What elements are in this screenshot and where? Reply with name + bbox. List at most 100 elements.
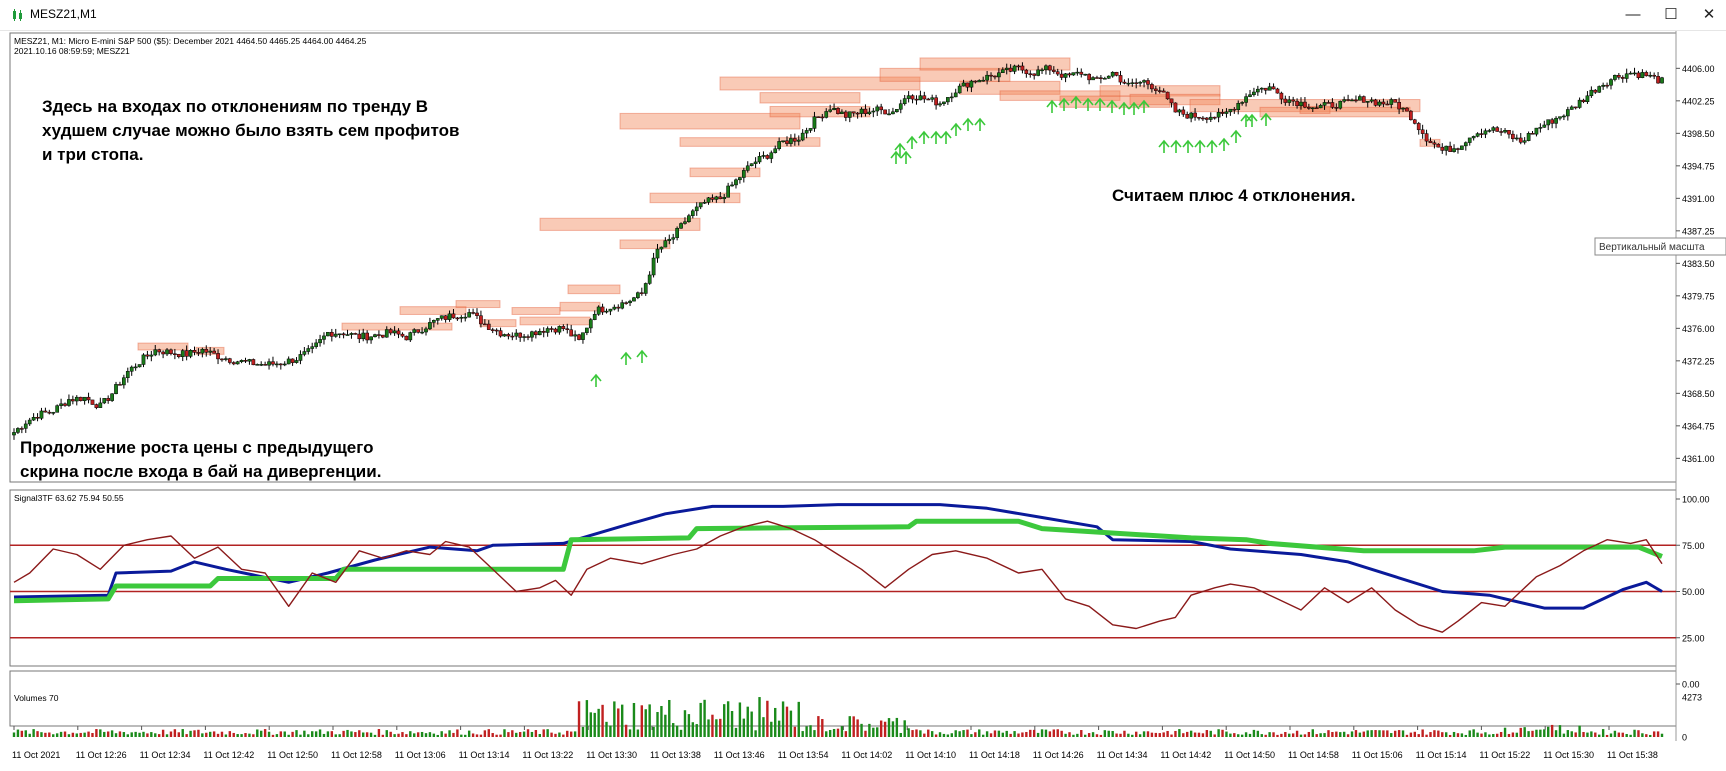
buy-arrow — [974, 117, 986, 131]
candle-body — [286, 358, 291, 365]
candle-body — [1020, 65, 1025, 71]
volume-bar — [1649, 734, 1652, 737]
volume-bar — [1511, 732, 1515, 737]
candle-body — [357, 333, 362, 340]
candle-body — [789, 138, 793, 144]
volume-bar — [1660, 733, 1664, 737]
volume-bar — [522, 731, 526, 737]
volume-bar — [1335, 731, 1338, 737]
candle-body — [1491, 127, 1496, 131]
volume-bar — [1237, 734, 1240, 737]
candle-body — [196, 352, 201, 354]
signal-zone — [879, 67, 1011, 82]
volume-bar — [860, 723, 863, 737]
candle-body — [1393, 99, 1398, 103]
candle-body — [985, 74, 989, 81]
candle-body — [16, 428, 20, 433]
volume-bar — [1135, 731, 1138, 737]
candle-body — [1373, 99, 1378, 106]
time-tick-label: 11 Oct 12:42 — [203, 750, 254, 760]
volume-bar — [872, 727, 875, 737]
volume-bar — [687, 714, 691, 737]
chart-area[interactable]: 4406.00 4402.25 4398.50 4394.75 4391.00 4387.… — [0, 31, 1726, 766]
price-tick-label: 4383.50 — [1682, 259, 1715, 269]
volume-bar — [1178, 729, 1181, 737]
volume-bar — [774, 707, 777, 737]
volume-bar — [208, 731, 212, 737]
candle-body — [1016, 65, 1021, 68]
time-tick-label: 11 Oct 15:30 — [1543, 750, 1594, 760]
maximize-button[interactable]: ☐ — [1664, 6, 1678, 23]
candle-body — [1542, 124, 1547, 128]
candle-body — [412, 329, 417, 333]
volume-bar — [1578, 725, 1581, 737]
volume-bar — [825, 731, 828, 737]
signal-zone — [519, 316, 591, 326]
volume-bar — [601, 704, 604, 737]
volume-bar — [1507, 733, 1511, 737]
candle-body — [157, 349, 162, 353]
volume-bar — [1131, 734, 1134, 737]
candle-body — [1534, 127, 1539, 135]
volume-bar — [1276, 734, 1279, 737]
candle-body — [1338, 100, 1343, 109]
volume-bar — [12, 732, 16, 737]
candle-body — [490, 329, 495, 331]
candle-body — [1004, 67, 1009, 70]
candle-body — [1177, 109, 1182, 113]
volume-bar — [83, 732, 86, 737]
candle-body — [1342, 99, 1347, 102]
close-button[interactable]: ✕ — [1702, 6, 1716, 23]
volume-bar — [1558, 725, 1562, 737]
volume-bar — [1213, 734, 1216, 737]
volume-bar — [1339, 732, 1342, 737]
volume-bar — [899, 732, 902, 737]
candle-body — [1613, 74, 1617, 80]
chart-svg[interactable]: 4406.00 4402.25 4398.50 4394.75 4391.00 4387.… — [0, 31, 1726, 766]
candle-body — [1444, 145, 1449, 151]
candle-body — [918, 95, 923, 101]
candle-body — [1409, 110, 1413, 121]
candle-body — [965, 82, 970, 88]
candle-body — [1303, 101, 1307, 108]
volume-bar — [1170, 734, 1173, 737]
volume-bar — [1346, 734, 1350, 737]
candle-body — [1201, 117, 1205, 120]
volume-bar — [1264, 734, 1267, 737]
time-tick-label: 11 Oct 12:26 — [76, 750, 127, 760]
volume-bar — [942, 733, 946, 737]
candle-body — [816, 116, 821, 118]
candle-body — [447, 313, 452, 320]
volume-bar — [440, 731, 443, 737]
volume-bar — [699, 702, 702, 737]
volume-bar — [919, 730, 922, 737]
candle-body — [1640, 72, 1645, 78]
candle-body — [1130, 82, 1135, 84]
price-tick-label: 4376.00 — [1682, 324, 1715, 334]
signal-zone — [341, 322, 453, 331]
volume-bar — [883, 721, 887, 737]
volume-bar — [224, 734, 228, 737]
volume-bar — [1252, 729, 1256, 737]
candle-body — [765, 155, 770, 159]
price-tick-label: 4368.50 — [1682, 389, 1715, 399]
candle-body — [310, 346, 315, 349]
time-tick-label: 11 Oct 14:26 — [1033, 750, 1084, 760]
volume-bar — [405, 734, 408, 737]
volume-bar — [369, 732, 373, 737]
candle-body — [1244, 96, 1248, 103]
candle-body — [1573, 106, 1578, 109]
candle-body — [891, 111, 895, 115]
buy-arrow — [962, 117, 974, 131]
volume-bar — [546, 729, 549, 737]
minimize-button[interactable]: — — [1625, 6, 1641, 23]
candle-body — [1150, 84, 1154, 90]
candle-body — [1110, 71, 1115, 77]
candle-body — [1381, 101, 1386, 105]
volume-bar — [1319, 733, 1322, 737]
volume-bar — [664, 714, 667, 737]
volume-bar — [1405, 734, 1409, 737]
candle-body — [1044, 65, 1048, 71]
candle-body — [125, 371, 130, 378]
candle-body — [294, 360, 299, 363]
